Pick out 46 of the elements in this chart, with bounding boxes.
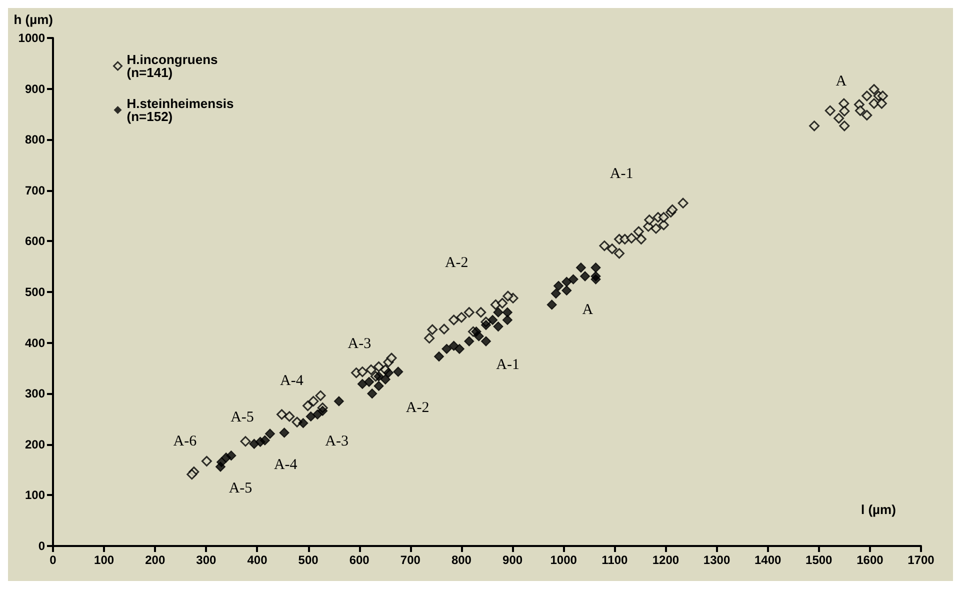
x-tick-label: 200 [145, 553, 166, 567]
y-tick-label: 700 [24, 183, 46, 198]
annotation: A-3 [348, 336, 372, 352]
x-tick-label: 500 [298, 553, 319, 567]
legend-label: H.steinheimensis (n=152) [126, 96, 234, 124]
annotation: A-1 [610, 166, 634, 182]
annotation: A-4 [280, 372, 304, 389]
x-tick-label: 1300 [703, 553, 730, 567]
legend-label: H.incongruens (n=141) [126, 52, 218, 80]
annotation: A [836, 74, 847, 90]
x-tick-label: 1500 [806, 553, 833, 567]
y-tick-label: 1000 [18, 31, 46, 45]
annotation: A-2 [444, 255, 468, 272]
annotation: A-4 [274, 457, 298, 474]
x-tick-label: 900 [502, 553, 523, 567]
y-tick-label: 600 [24, 234, 46, 248]
annotation: A-3 [325, 433, 348, 450]
y-tick-label: 500 [24, 285, 46, 299]
annotation: A-5 [230, 409, 254, 426]
y-tick-label: 200 [24, 437, 46, 452]
x-tick-label: 1400 [754, 553, 782, 567]
y-tick-label: 0 [38, 539, 46, 553]
y-tick-label: 100 [24, 488, 46, 502]
x-tick-label: 1000 [550, 553, 578, 567]
annotation: A-5 [228, 480, 252, 497]
x-tick-label: 600 [349, 553, 370, 567]
x-tick-label: 1100 [602, 553, 628, 567]
x-axis-title: l (µm) [861, 502, 896, 517]
x-tick-label: 300 [196, 553, 217, 567]
y-tick-label: 800 [24, 132, 46, 147]
y-axis-title: h (µm) [14, 12, 53, 27]
x-tick-label: 1600 [856, 553, 884, 567]
annotation: A-2 [406, 400, 430, 416]
y-tick-label: 300 [24, 386, 46, 401]
y-tick-label: 400 [24, 336, 46, 350]
x-tick-label: 800 [451, 553, 472, 567]
x-tick-label: 100 [94, 553, 114, 567]
x-tick-label: 400 [247, 553, 268, 567]
x-tick-label: 1200 [652, 553, 680, 567]
annotation: A-1 [496, 357, 520, 374]
annotation: A [582, 302, 594, 318]
annotation: A-6 [173, 433, 198, 450]
x-tick-label: 0 [50, 553, 57, 567]
y-tick-label: 900 [24, 82, 46, 96]
x-tick-label: 1700 [908, 553, 935, 567]
x-tick-label: 700 [400, 553, 421, 567]
